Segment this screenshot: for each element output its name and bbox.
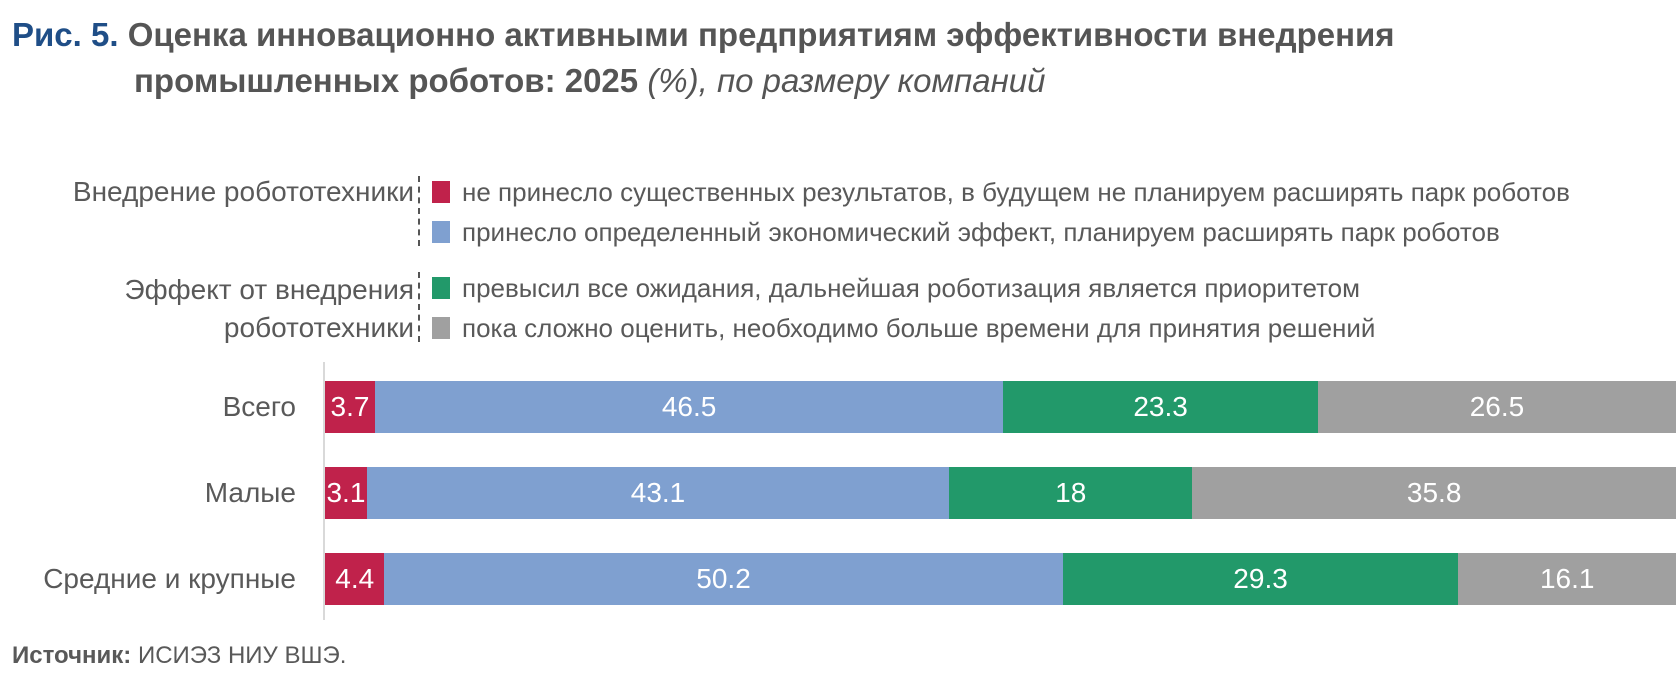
data-label-medium-large-some-effect: 50.2 — [696, 563, 751, 594]
category-label-total: Всего — [222, 391, 296, 422]
category-axis-line — [323, 362, 325, 620]
bar-total-exceeded: 23.3 — [1003, 381, 1318, 433]
legend-group-label-effect-2: робототехники — [223, 312, 414, 343]
title-text-1: Оценка инновационно активными предприяти… — [127, 16, 1395, 53]
bar-total-some-effect: 46.5 — [374, 381, 1004, 433]
bar-small-hard-to-assess: 35.8 — [1192, 467, 1676, 519]
source-text: ИСИЭЗ НИУ ВШЭ. — [137, 642, 347, 669]
bar-small-no-results: 3.1 — [325, 467, 367, 519]
bar-medium-large-no-results: 4.4 — [325, 553, 385, 605]
data-label-total-exceeded: 23.3 — [1133, 391, 1188, 422]
legend-swatch-hard-to-assess — [432, 317, 450, 339]
bar-medium-large-hard-to-assess: 16.1 — [1458, 553, 1676, 605]
data-label-medium-large-no-results: 4.4 — [335, 563, 375, 594]
category-label-small: Малые — [204, 477, 296, 508]
bar-total-no-results: 3.7 — [325, 381, 375, 433]
legend-swatch-some-effect — [432, 221, 450, 243]
data-label-medium-large-exceeded: 29.3 — [1233, 563, 1288, 594]
data-label-total-hard-to-assess: 26.5 — [1469, 391, 1525, 422]
category-label-medium-large: Средние и крупные — [43, 563, 296, 594]
source-label: Источник: — [12, 642, 132, 669]
legend-divider-2 — [418, 272, 420, 342]
legend-group-label-implementation: Внедрение робототехники — [72, 176, 414, 207]
legend-swatch-no-results — [432, 181, 450, 203]
title-subtitle: (%), по размеру компаний — [647, 62, 1046, 99]
legend-item-some-effect: принесло определенный экономический эффе… — [432, 212, 1500, 252]
data-label-small-no-results: 3.1 — [326, 477, 366, 508]
bar-small-some-effect: 43.1 — [366, 467, 950, 519]
title-text-2: промышленных роботов: 2025 — [134, 62, 639, 99]
legend-label-exceeded: превысил все ожидания, дальнейшая роботи… — [462, 272, 1361, 303]
source-note: Источник: ИСИЭЗ НИУ ВШЭ. — [12, 642, 346, 670]
legend-divider-1 — [418, 176, 420, 246]
bar-small-exceeded: 18 — [949, 467, 1193, 519]
bar-medium-large-some-effect: 50.2 — [384, 553, 1063, 605]
legend-label-some-effect: принесло определенный экономический эффе… — [462, 216, 1500, 247]
bar-medium-large-exceeded: 29.3 — [1062, 553, 1459, 605]
data-label-small-some-effect: 43.1 — [630, 477, 686, 508]
legend-item-exceeded: превысил все ожидания, дальнейшая роботи… — [432, 268, 1360, 308]
title-line-2: промышленных роботов: 2025 (%), по разме… — [12, 58, 1652, 104]
title-line-1: Рис. 5. Оценка инновационно активными пр… — [12, 12, 1652, 58]
data-label-total-no-results: 3.7 — [330, 391, 370, 422]
chart-title: Рис. 5. Оценка инновационно активными пр… — [12, 12, 1652, 104]
data-label-total-some-effect: 46.5 — [661, 391, 717, 422]
bar-total-hard-to-assess: 26.5 — [1317, 381, 1676, 433]
legend-label-no-results: не принесло существенных результатов, в … — [462, 176, 1570, 207]
data-label-small-exceeded: 18 — [1055, 477, 1087, 508]
legend-group-label-effect-1: Эффект от внедрения — [124, 274, 414, 305]
data-label-medium-large-hard-to-assess: 16.1 — [1539, 563, 1595, 594]
legend-swatch-exceeded — [432, 277, 450, 299]
figure-number: Рис. 5. — [12, 16, 119, 53]
data-label-small-hard-to-assess: 35.8 — [1406, 477, 1462, 508]
legend-item-hard-to-assess: пока сложно оценить, необходимо больше в… — [432, 308, 1375, 348]
legend-label-hard-to-assess: пока сложно оценить, необходимо больше в… — [462, 312, 1376, 343]
legend-item-no-results: не принесло существенных результатов, в … — [432, 172, 1570, 212]
